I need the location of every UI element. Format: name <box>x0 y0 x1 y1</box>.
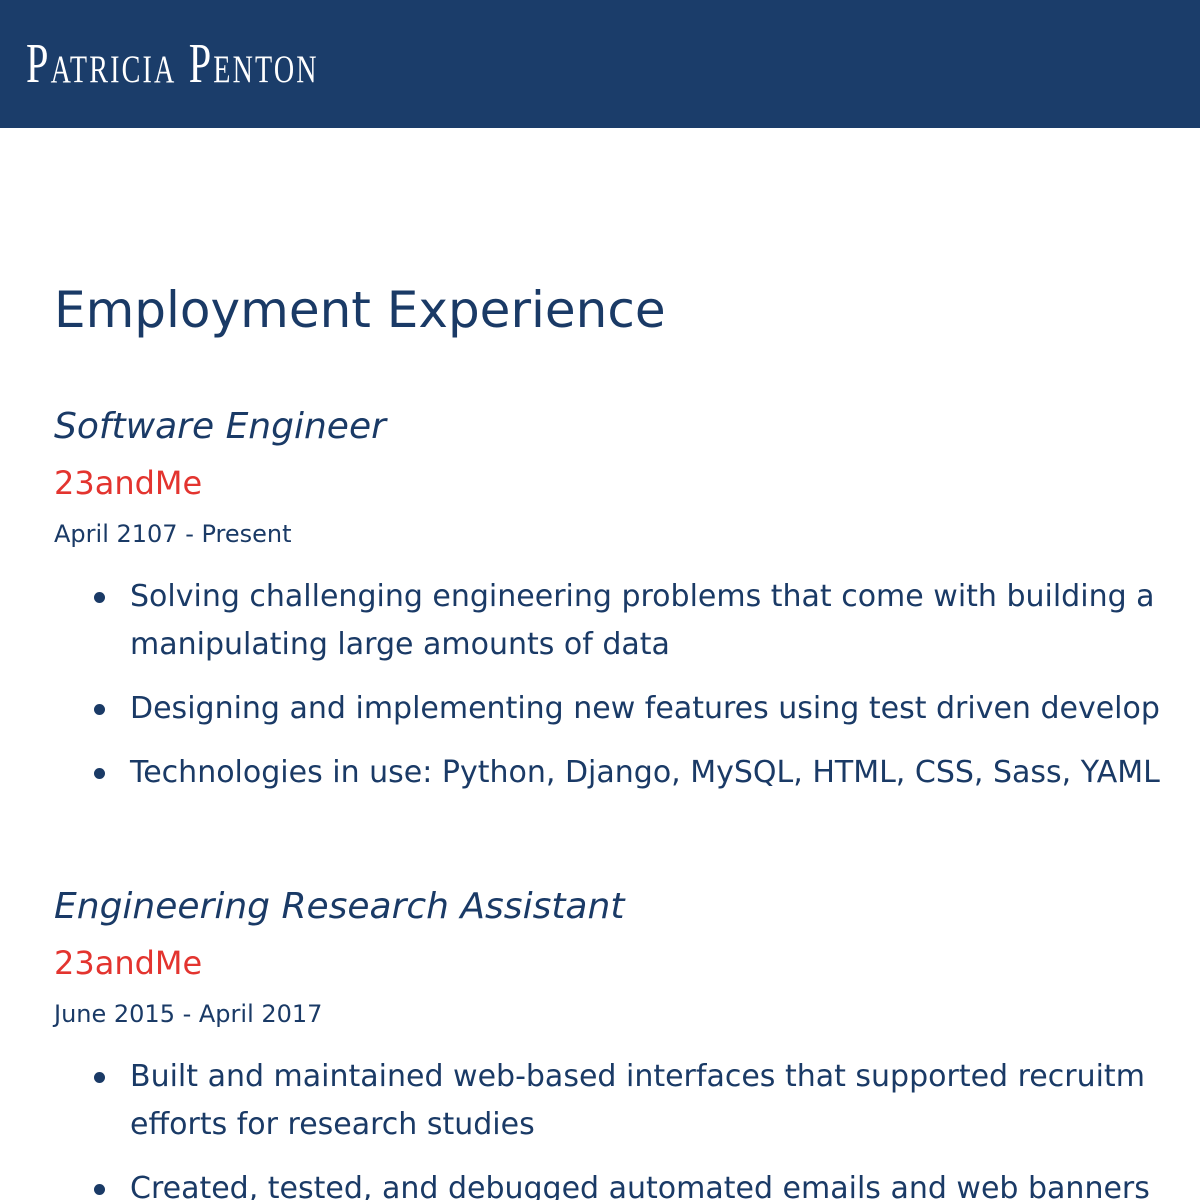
bullet-item: Solving challenging engineering problems… <box>0 573 1200 621</box>
job-dates: April 2107 - Present <box>54 520 292 548</box>
bullet-item: Technologies in use: Python, Django, MyS… <box>0 749 1200 797</box>
bullet-text: Solving challenging engineering problems… <box>130 579 1155 614</box>
bullet-text: Designing and implementing new features … <box>130 691 1160 726</box>
site-header: Patricia Penton <box>0 0 1200 128</box>
bullet-text: Technologies in use: Python, Django, MyS… <box>130 755 1160 790</box>
main-content: Employment Experience Software Engineer … <box>0 128 1200 1200</box>
bullet-text: efforts for research studies <box>130 1107 535 1142</box>
bullet-icon <box>94 768 105 779</box>
bullet-text: Created, tested, and debugged automated … <box>130 1171 1150 1200</box>
bullet-icon <box>94 592 105 603</box>
job-bullets: Built and maintained web-based interface… <box>0 1053 1200 1200</box>
company-name: 23andMe <box>54 944 203 982</box>
bullet-item: manipulating large amounts of data <box>0 621 1200 669</box>
job-title: Software Engineer <box>54 406 386 447</box>
bullet-item: Designing and implementing new features … <box>0 685 1200 733</box>
bullet-item: efforts for research studies <box>0 1101 1200 1149</box>
job-bullets: Solving challenging engineering problems… <box>0 573 1200 813</box>
bullet-text: Built and maintained web-based interface… <box>130 1059 1145 1094</box>
section-title: Employment Experience <box>54 281 666 339</box>
bullet-icon <box>94 1072 105 1083</box>
site-title[interactable]: Patricia Penton <box>26 33 319 95</box>
bullet-item: Built and maintained web-based interface… <box>0 1053 1200 1101</box>
bullet-item: Created, tested, and debugged automated … <box>0 1165 1200 1200</box>
bullet-icon <box>94 1184 105 1195</box>
job-dates: June 2015 - April 2017 <box>54 1000 323 1028</box>
bullet-text: manipulating large amounts of data <box>130 627 670 662</box>
job-title: Engineering Research Assistant <box>54 886 625 927</box>
bullet-icon <box>94 704 105 715</box>
company-name: 23andMe <box>54 464 203 502</box>
